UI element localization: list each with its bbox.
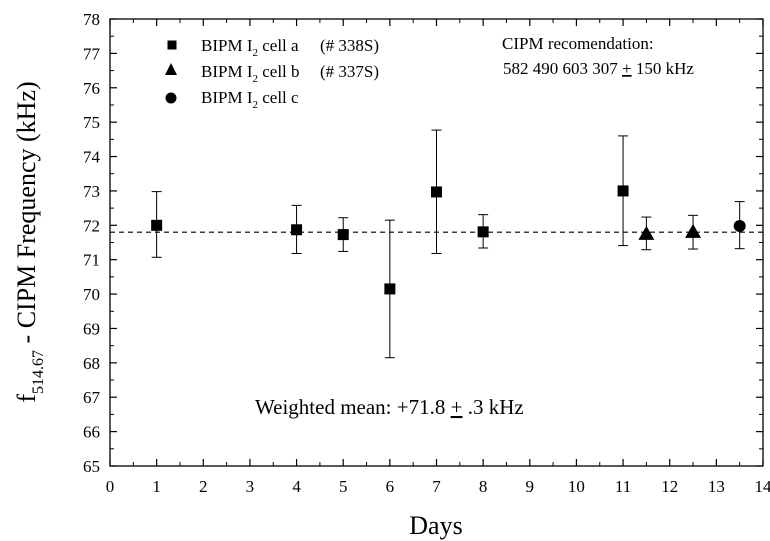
x-tick-label: 11 <box>615 477 631 496</box>
x-tick-label: 7 <box>432 477 441 496</box>
x-tick-label: 1 <box>152 477 161 496</box>
y-tick-label: 71 <box>83 251 100 270</box>
y-tick-label: 78 <box>83 10 100 29</box>
legend-entry-cell-c: BIPM I2 cell c <box>201 88 299 111</box>
y-tick-label: 66 <box>83 423 100 442</box>
data-marks <box>151 129 746 359</box>
cipm-value-b: 150 kHz <box>636 59 695 78</box>
cipm-value-a: 582 490 603 307 <box>503 59 618 78</box>
x-tick-label: 12 <box>661 477 678 496</box>
legend-entry-cell-b-sub: 2 <box>252 73 258 85</box>
y-axis-title: f514.67 - CIPM Frequency (kHz) <box>12 81 47 402</box>
marker-triangle <box>685 223 702 238</box>
legend-entry-cell-c-sub: 2 <box>252 99 258 111</box>
axis-tick-labels: 0 1 2 3 4 5 6 7 8 9 10 11 12 13 1465666768697071727374… <box>83 10 770 496</box>
x-axis-title: Days <box>409 511 462 540</box>
marker-square <box>337 229 349 241</box>
x-tick-label: 13 <box>708 477 725 496</box>
data-point-square <box>617 135 629 247</box>
mean-plus-minus: + <box>451 395 463 419</box>
legend-entry-cell-b-extra: (# 337S) <box>320 62 379 81</box>
data-point-square <box>384 219 396 359</box>
y-tick-label: 76 <box>83 79 100 98</box>
y-tick-label: 77 <box>83 44 101 63</box>
data-point-square <box>337 217 349 252</box>
legend-marker-square <box>167 40 177 50</box>
y-tick-label: 69 <box>83 319 100 338</box>
mean-label: Weighted mean: <box>255 395 392 419</box>
y-tick-label: 65 <box>83 457 100 476</box>
x-tick-label: 4 <box>292 477 301 496</box>
y-tick-label: 73 <box>83 182 100 201</box>
legend-entry-cell-a-pre: BIPM I <box>201 36 253 55</box>
legend-entry-cell-b: BIPM I2 cell b <box>201 62 300 85</box>
marker-triangle <box>638 225 655 240</box>
data-point-square <box>431 129 442 255</box>
marker-square <box>617 185 629 197</box>
cipm-plus-minus: + <box>622 59 632 78</box>
y-tick-label: 74 <box>83 148 101 167</box>
x-tick-label: 14 <box>755 477 770 496</box>
legend-entry-cell-c-post: cell c <box>258 88 299 107</box>
marker-square <box>477 226 489 238</box>
x-tick-label: 6 <box>386 477 395 496</box>
mean-value-a: +71.8 <box>397 395 446 419</box>
data-point-square <box>151 191 163 258</box>
marker-square <box>291 224 303 236</box>
x-tick-label: 0 <box>106 477 115 496</box>
marker-circle <box>733 219 746 232</box>
y-axis-title-rest: - CIPM Frequency (kHz) <box>12 81 41 350</box>
legend: BIPM I2 cell a (# 338S) BIPM I2 cell b (… <box>165 36 379 111</box>
data-point-circle <box>733 201 746 250</box>
data-point-triangle <box>638 216 655 251</box>
legend-entry-cell-a-extra: (# 338S) <box>320 36 379 55</box>
data-point-square <box>477 214 489 249</box>
marker-square <box>431 186 442 198</box>
x-tick-label: 8 <box>479 477 488 496</box>
axis-ticks <box>109 18 764 467</box>
marker-square <box>151 219 163 231</box>
legend-entry-cell-b-pre: BIPM I <box>201 62 253 81</box>
x-tick-label: 5 <box>339 477 348 496</box>
data-point-square <box>291 204 303 255</box>
y-axis-title-subscript: 514.67 <box>30 350 47 394</box>
legend-entry-cell-a-sub: 2 <box>252 47 258 59</box>
y-axis-title-main: f <box>12 394 41 403</box>
legend-entry-cell-a: BIPM I2 cell a <box>201 36 299 59</box>
y-tick-label: 68 <box>83 354 100 373</box>
mean-value-b: .3 kHz <box>468 395 524 419</box>
legend-entry-cell-a-post: cell a <box>258 36 299 55</box>
legend-entry-cell-c-pre: BIPM I <box>201 88 253 107</box>
marker-square <box>384 283 396 295</box>
y-tick-label: 72 <box>83 216 100 235</box>
legend-marker-circle <box>165 92 177 104</box>
y-tick-label: 75 <box>83 113 100 132</box>
cipm-recommendation-value: 582 490 603 307 + 150 kHz <box>503 59 694 78</box>
legend-entry-cell-b-post: cell b <box>258 62 300 81</box>
y-tick-label: 67 <box>83 388 101 407</box>
x-tick-label: 2 <box>199 477 208 496</box>
x-tick-label: 10 <box>568 477 585 496</box>
weighted-mean-label: Weighted mean: +71.8 + .3 kHz <box>255 395 524 419</box>
x-tick-label: 9 <box>526 477 535 496</box>
cipm-recommendation-title: CIPM recomendation: <box>502 34 654 53</box>
data-point-triangle <box>685 214 702 250</box>
x-tick-label: 3 <box>246 477 255 496</box>
y-tick-label: 70 <box>83 285 100 304</box>
legend-marker-triangle <box>165 63 177 75</box>
